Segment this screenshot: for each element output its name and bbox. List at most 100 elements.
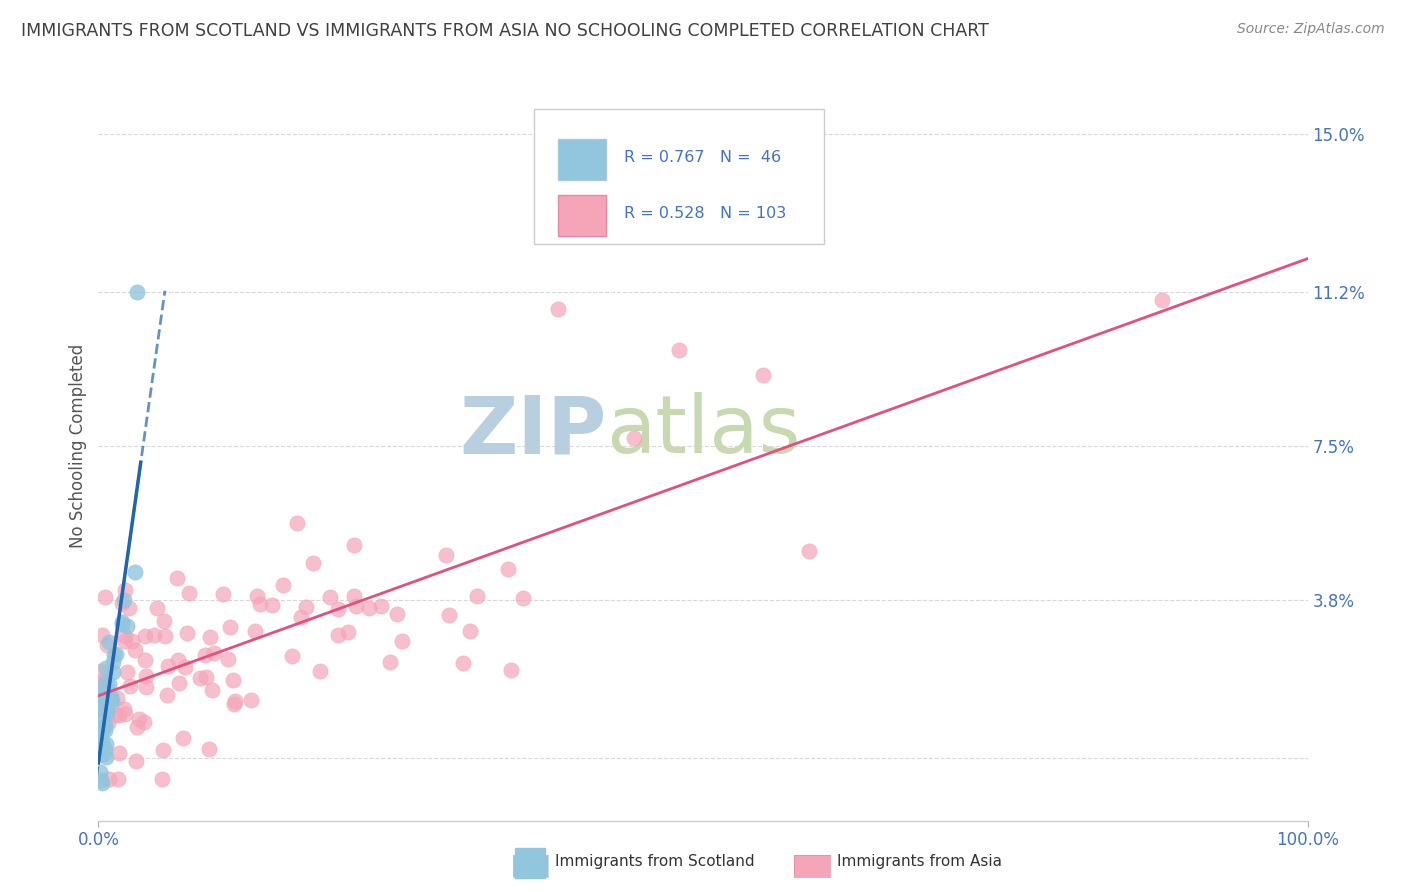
Point [112, 702, 135, 716]
Point [90, 628, 112, 642]
Point [167, 675, 190, 690]
Point [134, 714, 156, 729]
Point [128, 712, 150, 726]
Point [112, 593, 135, 607]
Point [91, 710, 114, 724]
Point [98, 772, 121, 786]
Point [218, 620, 240, 634]
Point [166, 653, 188, 667]
Point [104, 708, 127, 723]
Point [93, 703, 115, 717]
Point [93, 684, 115, 698]
Point [623, 431, 645, 445]
Point [547, 301, 569, 316]
Text: R = 0.767   N =  46: R = 0.767 N = 46 [624, 150, 782, 165]
Point [91, 721, 114, 735]
Point [100, 693, 122, 707]
Point [343, 538, 366, 552]
Point [146, 600, 169, 615]
Point [98, 635, 121, 649]
Point [91, 676, 114, 690]
Point [135, 669, 157, 683]
Point [101, 694, 124, 708]
Point [380, 655, 402, 669]
Point [668, 343, 690, 358]
Point [101, 655, 124, 669]
Point [172, 731, 194, 745]
Point [152, 742, 174, 756]
Point [319, 590, 342, 604]
Point [97, 681, 120, 696]
Point [114, 583, 136, 598]
Point [344, 599, 367, 614]
Point [101, 665, 124, 679]
Point [107, 772, 129, 786]
Point [211, 587, 233, 601]
Point [87, 720, 110, 734]
Point [103, 648, 125, 662]
Point [271, 578, 294, 592]
Point [301, 556, 323, 570]
Point [198, 630, 221, 644]
Point [108, 746, 131, 760]
Point [87, 740, 110, 755]
Point [157, 659, 180, 673]
Point [94, 750, 117, 764]
Point [195, 670, 218, 684]
Point [94, 723, 117, 737]
Point [752, 368, 775, 383]
Point [120, 679, 142, 693]
Point [370, 599, 392, 614]
Point [799, 544, 821, 558]
Point [117, 619, 139, 633]
Point [326, 628, 349, 642]
Point [176, 626, 198, 640]
Point [91, 747, 114, 761]
Point [91, 686, 114, 700]
Point [89, 701, 111, 715]
Point [96, 705, 118, 719]
Point [166, 571, 188, 585]
Point [337, 625, 360, 640]
Point [97, 676, 120, 690]
Point [90, 772, 112, 787]
Point [290, 610, 312, 624]
Point [93, 743, 115, 757]
Point [243, 624, 266, 639]
Point [295, 599, 318, 614]
Point [93, 690, 115, 705]
Point [91, 703, 114, 717]
Point [326, 602, 349, 616]
Point [94, 718, 117, 732]
Point [281, 648, 304, 663]
Point [90, 776, 112, 790]
Point [90, 674, 112, 689]
Point [239, 693, 262, 707]
Point [152, 614, 174, 628]
Point [150, 772, 173, 786]
Point [512, 591, 534, 606]
Point [93, 719, 115, 733]
Point [89, 702, 111, 716]
Y-axis label: No Schooling Completed: No Schooling Completed [69, 344, 87, 548]
Point [155, 629, 177, 643]
Point [111, 596, 134, 610]
Point [260, 598, 283, 612]
Point [93, 702, 115, 716]
Point [94, 737, 117, 751]
Point [249, 597, 271, 611]
Point [436, 549, 458, 563]
Point [94, 700, 117, 714]
Point [90, 734, 112, 748]
Point [97, 715, 120, 730]
Point [96, 706, 118, 720]
Point [387, 607, 409, 621]
Point [90, 725, 112, 739]
Point [359, 601, 381, 615]
Point [134, 653, 156, 667]
Point [188, 671, 211, 685]
Point [124, 643, 146, 657]
Point [142, 628, 165, 642]
Point [93, 698, 115, 713]
Point [467, 590, 489, 604]
